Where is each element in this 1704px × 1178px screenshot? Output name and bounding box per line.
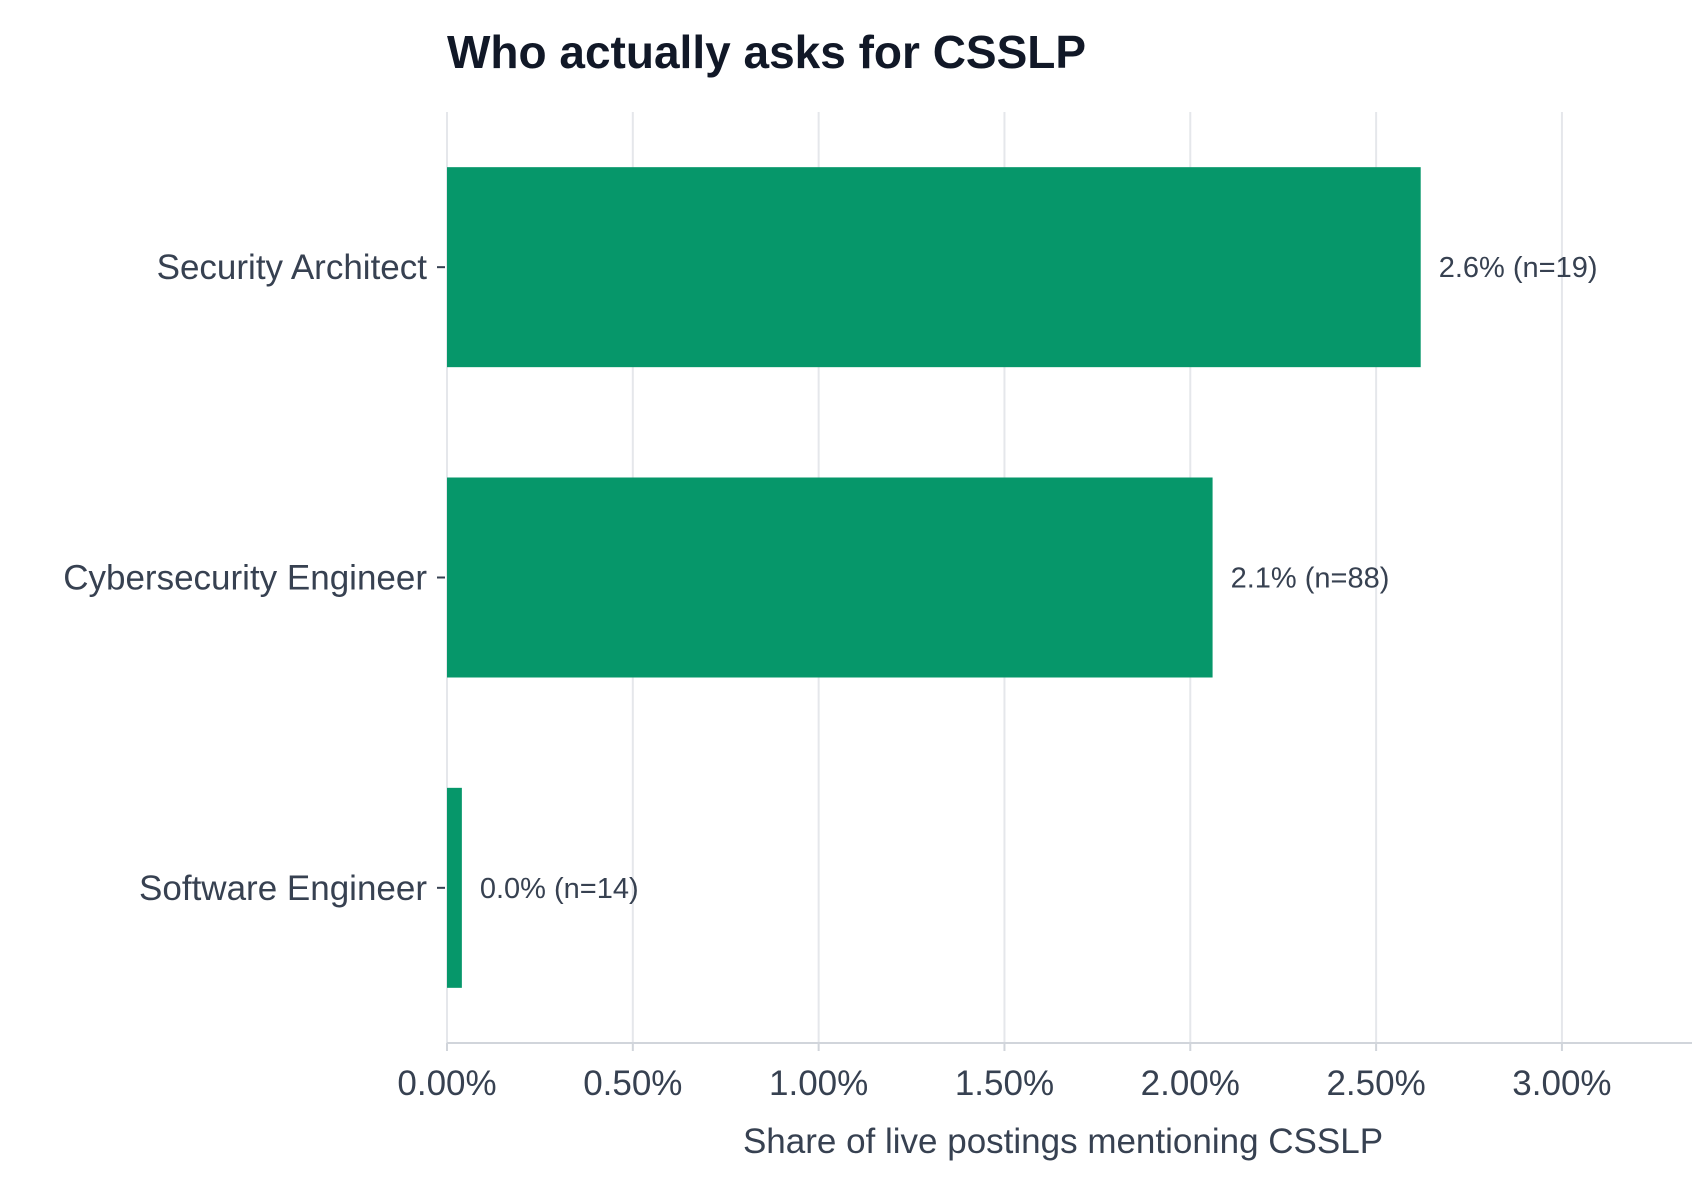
x-axis: 0.00% 0.50% 1.00% 1.50% 2.00% 2.50% 3.00% bbox=[397, 1042, 1692, 1103]
bar-1 bbox=[447, 477, 1213, 678]
category-labels: Security Architect Cybersecurity Engineer… bbox=[63, 248, 445, 908]
chart-title: Who actually asks for CSSLP bbox=[447, 26, 1086, 78]
bars bbox=[447, 167, 1421, 988]
x-tick-label-2: 1.00% bbox=[769, 1064, 868, 1103]
data-label-2: 0.0% (n=14) bbox=[480, 873, 639, 905]
x-tick-label-6: 3.00% bbox=[1512, 1064, 1611, 1103]
x-axis-title: Share of live postings mentioning CSSLP bbox=[743, 1122, 1383, 1161]
data-label-1: 2.1% (n=88) bbox=[1231, 563, 1390, 595]
x-tick-label-3: 1.50% bbox=[955, 1064, 1054, 1103]
category-label-1: Cybersecurity Engineer bbox=[63, 559, 427, 598]
category-label-0: Security Architect bbox=[157, 248, 428, 287]
x-tick-label-4: 2.00% bbox=[1141, 1064, 1240, 1103]
x-tick-label-0: 0.00% bbox=[397, 1064, 496, 1103]
x-tick-label-1: 0.50% bbox=[583, 1064, 682, 1103]
data-labels: 2.6% (n=19) 2.1% (n=88) 0.0% (n=14) bbox=[480, 252, 1598, 905]
bar-2 bbox=[447, 787, 462, 988]
category-label-2: Software Engineer bbox=[139, 869, 427, 908]
data-label-0: 2.6% (n=19) bbox=[1439, 252, 1598, 284]
x-tick-label-5: 2.50% bbox=[1326, 1064, 1425, 1103]
bar-0 bbox=[447, 167, 1421, 368]
